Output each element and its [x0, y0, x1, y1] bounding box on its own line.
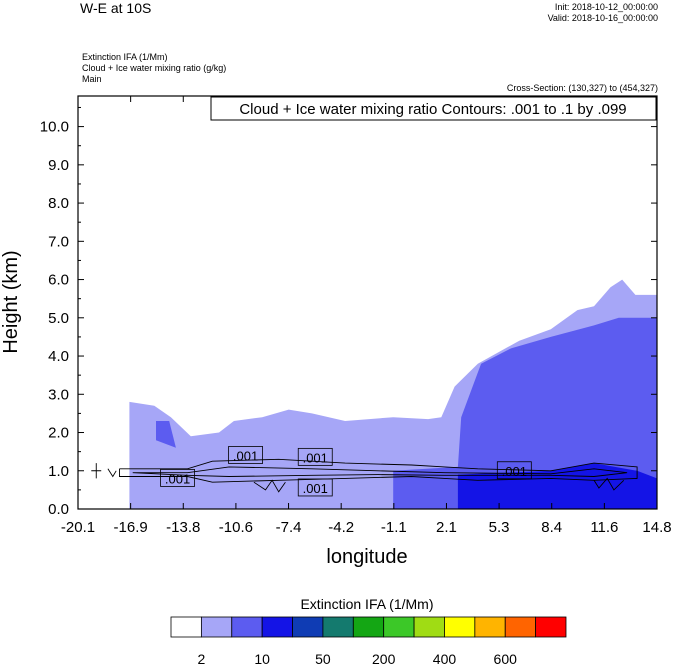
- x-tick-label-9: 8.4: [541, 519, 562, 536]
- x-axis-label: longitude: [326, 546, 407, 568]
- x-tick-label-2: -13.8: [166, 519, 200, 536]
- contour-label-1: .001: [303, 450, 328, 465]
- x-tick-label-1: -16.9: [114, 519, 148, 536]
- y-tick-label-8: 8.0: [48, 195, 69, 212]
- colorbar-label-5: 600: [494, 651, 518, 667]
- y-tick-label-7: 7.0: [48, 233, 69, 250]
- y-tick-label-9: 9.0: [48, 157, 69, 174]
- x-tick-label-10: 11.6: [590, 519, 618, 536]
- colorbar: 2 10 50 200 400 600: [170, 616, 567, 667]
- contour-label-4: .001: [502, 464, 527, 479]
- field-name-main: Main: [82, 74, 102, 84]
- x-tick-label-8: 5.3: [489, 519, 510, 536]
- contour-line-1: [132, 466, 628, 477]
- field-name-mixing-ratio: Cloud + Ice water mixing ratio (g/kg): [82, 63, 227, 73]
- y-tick-label-2: 2.0: [48, 425, 69, 442]
- contour-label-box-4: [496, 461, 532, 480]
- colorbar-swatch-5: [322, 616, 354, 638]
- colorbar-swatch-2: [231, 616, 263, 638]
- init-time: Init: 2018-10-12_00:00:00: [554, 2, 658, 12]
- valid-time: Valid: 2018-10-16_00:00:00: [547, 13, 658, 23]
- chart-title-box: [210, 96, 657, 121]
- x-tick-label-0: -20.1: [61, 519, 95, 536]
- colorbar-swatch-0: [170, 616, 202, 638]
- colorbar-swatch-12: [535, 616, 567, 638]
- colorbar-swatch-8: [413, 616, 445, 638]
- colorbar-swatch-6: [352, 616, 385, 638]
- contour-line-2: [253, 479, 286, 493]
- y-tick-label-3: 3.0: [48, 386, 69, 403]
- colorbar-swatch-9: [444, 616, 476, 638]
- colorbar-label-2: 50: [315, 651, 331, 667]
- y-axis-label: Height (km): [0, 250, 22, 353]
- colorbar-swatch-4: [292, 616, 324, 638]
- contour-label-box-0: [228, 446, 263, 464]
- colorbar-swatch-7: [383, 616, 415, 638]
- y-tick-label-5: 5.0: [48, 310, 69, 327]
- contour-label-2: .001: [165, 471, 190, 486]
- x-tick-label-6: -1.1: [381, 519, 407, 536]
- y-tick-label-0: 0.0: [48, 501, 69, 518]
- colorbar-label-3: 200: [372, 651, 396, 667]
- contour-lines: [91, 458, 638, 493]
- x-tick-label-11: 14.8: [642, 519, 671, 536]
- contour-label-box-1: [297, 447, 333, 466]
- x-tick-label-5: -4.2: [328, 519, 354, 536]
- extinction-layer-1: [156, 421, 176, 448]
- contour-line-tick: [91, 463, 102, 479]
- y-tick-label-10: 10.0: [40, 119, 69, 136]
- x-tick-label-7: 2.1: [436, 519, 457, 536]
- colorbar-swatch-3: [261, 616, 293, 638]
- contour-label-3: .001: [303, 481, 328, 496]
- field-name-extinction: Extinction IFA (1/Mm): [82, 52, 168, 62]
- contour-label-0: .001: [233, 448, 258, 463]
- y-tick-label-1: 1.0: [48, 463, 69, 480]
- y-tick-label-4: 4.0: [48, 348, 69, 365]
- colorbar-swatch-10: [474, 616, 506, 638]
- colorbar-label-1: 10: [254, 651, 270, 667]
- colorbar-swatch-11: [504, 616, 537, 638]
- contour-line-4: [593, 477, 625, 491]
- plot-title: W-E at 10S: [80, 0, 152, 16]
- colorbar-label-0: 2: [197, 651, 205, 667]
- colorbar-swatch-1: [200, 616, 233, 638]
- chart-title: Cloud + Ice water mixing ratio Contours:…: [239, 101, 626, 118]
- cross-section-label: Cross-Section: (130,327) to (454,327): [506, 83, 658, 93]
- extinction-layer-2: [393, 317, 657, 509]
- axes: -20.1 -16.9 -13.8 -10.6 -7.4 -4.2 -1.1 2.1 5.3 8.…: [40, 96, 672, 536]
- x-tick-label-4: -7.4: [276, 519, 302, 536]
- plot-frame: [77, 95, 658, 510]
- contour-labels: .001 .001 .001 .001 .001: [160, 446, 532, 497]
- y-tick-label-6: 6.0: [48, 272, 69, 289]
- x-tick-label-3: -10.6: [219, 519, 253, 536]
- colorbar-title: Extinction IFA (1/Mm): [300, 596, 433, 612]
- contour-label-box-2: [160, 469, 195, 487]
- contour-line-3: [107, 468, 117, 478]
- contour-label-box-3: [297, 478, 333, 497]
- colorbar-label-4: 400: [433, 651, 457, 667]
- contour-line-0: [119, 458, 638, 483]
